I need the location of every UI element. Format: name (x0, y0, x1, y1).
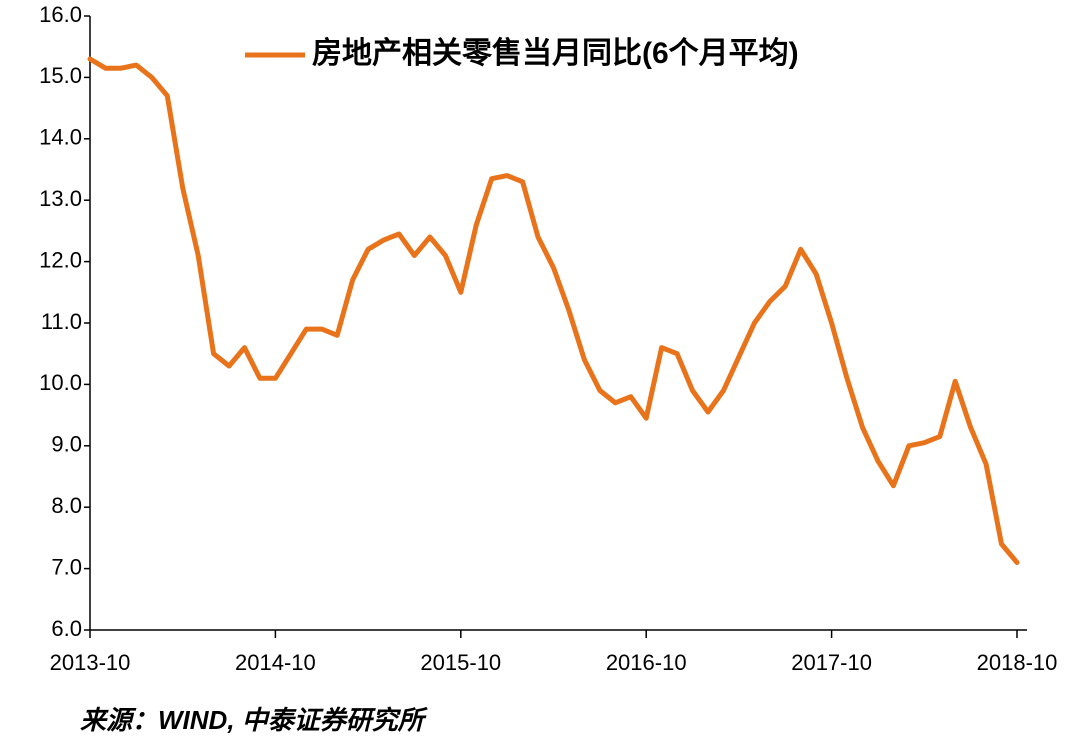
data-line (87, 56, 1020, 565)
y-tick-label: 9.0 (51, 432, 82, 457)
x-tick-label: 2018-10 (977, 650, 1058, 675)
y-tick-label: 6.0 (51, 616, 82, 641)
x-tick-label: 2014-10 (235, 650, 316, 675)
y-tick-label: 14.0 (39, 125, 82, 150)
y-tick-label: 16.0 (39, 2, 82, 27)
legend-label: 房地产相关零售当月同比(6个月平均) (312, 37, 799, 70)
y-tick-label: 8.0 (51, 493, 82, 518)
y-tick-label: 12.0 (39, 247, 82, 272)
x-tick-label: 2013-10 (50, 650, 131, 675)
y-tick-label: 10.0 (39, 370, 82, 395)
source-note: 来源：WIND, 中泰证券研究所 (80, 705, 429, 735)
x-tick-label: 2017-10 (791, 650, 872, 675)
y-tick-label: 7.0 (51, 554, 82, 579)
y-tick-label: 11.0 (41, 309, 82, 334)
x-tick-label: 2015-10 (420, 650, 501, 675)
x-tick-label: 2016-10 (606, 650, 687, 675)
y-tick-label: 13.0 (39, 186, 82, 211)
y-tick-label: 15.0 (39, 63, 82, 88)
